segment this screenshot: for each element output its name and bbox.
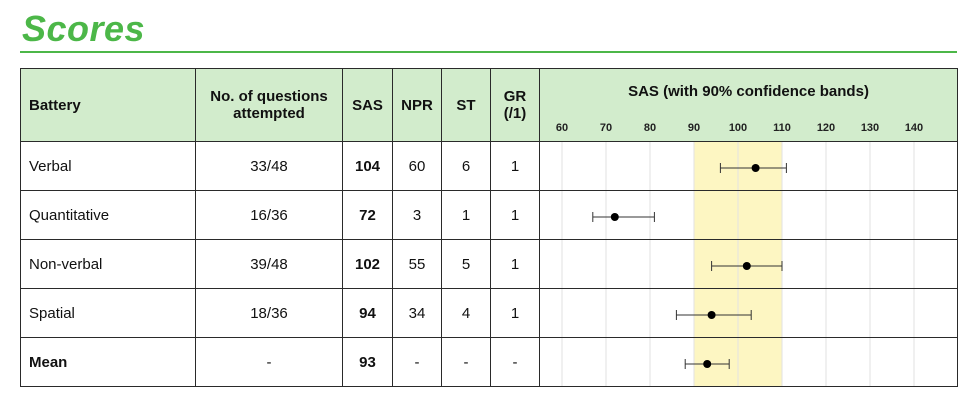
chart-row-plot	[561, 191, 915, 239]
cell-npr: 3	[392, 190, 442, 240]
chart-axis: 60 70 80 90 100 110 120 130 140	[556, 122, 923, 134]
header-questions: No. of questions attempted	[195, 68, 343, 142]
table-row: Mean -93- - -	[20, 337, 958, 387]
cell-npr: 34	[392, 288, 442, 338]
chart-row-plot	[561, 142, 915, 190]
cell-chart	[539, 239, 958, 289]
header-battery: Battery	[20, 68, 196, 142]
cell-battery: Non-verbal	[20, 239, 196, 289]
cell-chart	[539, 288, 958, 338]
x-tick-label: 70	[600, 122, 612, 134]
page-title: Scores	[22, 8, 146, 49]
cell-sas: 102	[342, 239, 393, 289]
sas-point	[742, 262, 751, 270]
title-divider	[20, 51, 957, 53]
cell-chart	[539, 190, 958, 240]
chart-title: SAS (with 90% confidence bands)	[628, 83, 869, 100]
cell-gr: 1	[490, 239, 540, 289]
cell-questions: 39/48	[195, 239, 343, 289]
header-gr: GR (/1)	[490, 68, 540, 142]
table-header-row: Battery No. of questions attempted SAS N…	[20, 68, 958, 142]
x-tick-label: 90	[688, 122, 700, 134]
x-tick-label: 80	[644, 122, 656, 134]
cell-npr: 60	[392, 141, 442, 191]
cell-gr: 1	[490, 190, 540, 240]
cell-st: 4	[441, 288, 491, 338]
scores-table: Battery No. of questions attempted SAS N…	[20, 68, 958, 387]
cell-questions: -	[195, 337, 343, 387]
cell-sas: 94	[342, 288, 393, 338]
cell-battery: Verbal	[20, 141, 196, 191]
header-npr: NPR	[392, 68, 442, 142]
cell-gr: 1	[490, 288, 540, 338]
cell-st: 5	[441, 239, 491, 289]
cell-sas: 93	[342, 337, 393, 387]
cell-st: 6	[441, 141, 491, 191]
cell-gr: 1	[490, 141, 540, 191]
cell-st: -	[441, 337, 491, 387]
sas-point	[703, 360, 712, 368]
cell-sas: 72	[342, 190, 393, 240]
cell-questions: 16/36	[195, 190, 343, 240]
x-tick-label: 100	[729, 122, 747, 134]
cell-npr: 55	[392, 239, 442, 289]
cell-battery: Mean	[20, 337, 196, 387]
sas-point	[707, 311, 716, 319]
cell-questions: 33/48	[195, 141, 343, 191]
cell-sas: 104	[342, 141, 393, 191]
table-row: Quantitative 16/36 72 3 1 1	[20, 190, 958, 240]
x-tick-label: 120	[817, 122, 835, 134]
cell-st: 1	[441, 190, 491, 240]
x-tick-label: 60	[556, 122, 568, 134]
x-tick-label: 140	[905, 122, 923, 134]
x-tick-label: 130	[861, 122, 879, 134]
header-sas: SAS	[342, 68, 393, 142]
cell-questions: 18/36	[195, 288, 343, 338]
cell-gr: -	[490, 337, 540, 387]
chart-row-plot	[561, 240, 915, 288]
chart-row-plot	[561, 289, 915, 337]
table-row: Spatial 18/36 94 34 4 1	[20, 288, 958, 338]
sas-point	[610, 213, 619, 221]
cell-battery: Spatial	[20, 288, 196, 338]
table-row: Verbal 33/48 104 60 6 1	[20, 141, 958, 191]
header-st: ST	[441, 68, 491, 142]
sas-point	[751, 164, 760, 172]
x-tick-label: 110	[773, 122, 791, 134]
chart-row-plot	[561, 338, 915, 386]
cell-battery: Quantitative	[20, 190, 196, 240]
cell-chart	[539, 337, 958, 387]
cell-chart	[539, 141, 958, 191]
table-row: Non-verbal 39/48 102 55 5 1	[20, 239, 958, 289]
cell-npr: -	[392, 337, 442, 387]
header-chart: SAS (with 90% confidence bands) 60 70 80 90…	[539, 68, 958, 142]
